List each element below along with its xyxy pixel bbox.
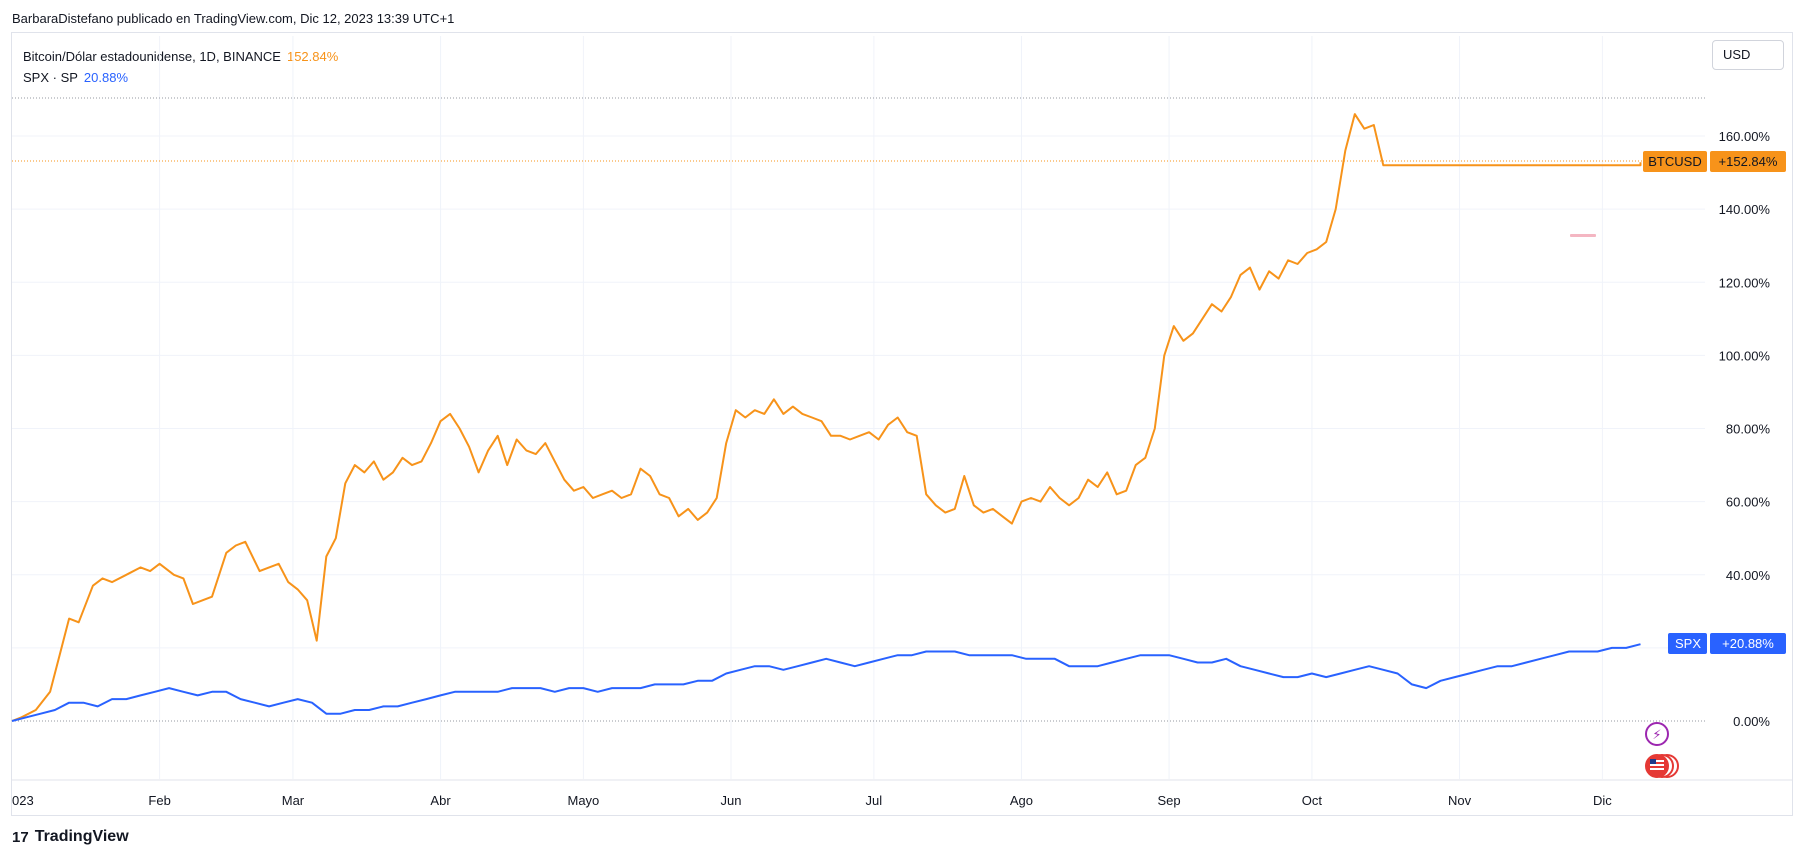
legend-btc-pct: 152.84% <box>286 49 339 64</box>
legend-spx-label: SPX · SP <box>23 70 78 85</box>
chart-frame <box>11 32 1793 816</box>
legend-btc-label: Bitcoin/Dólar estadounidense, 1D, BINANC… <box>23 49 281 64</box>
legend: Bitcoin/Dólar estadounidense, 1D, BINANC… <box>23 46 338 88</box>
footer-brand[interactable]: 17 TradingView <box>12 828 129 846</box>
legend-row-spx[interactable]: SPX · SP 20.88% <box>23 67 338 88</box>
legend-row-btc[interactable]: Bitcoin/Dólar estadounidense, 1D, BINANC… <box>23 46 338 67</box>
tradingview-logo-icon: 17 <box>12 828 29 846</box>
publisher-attribution: BarbaraDistefano publicado en TradingVie… <box>12 11 455 26</box>
currency-button[interactable]: USD <box>1712 40 1784 70</box>
footer-brand-name: TradingView <box>34 828 129 845</box>
legend-spx-pct: 20.88% <box>83 70 129 85</box>
